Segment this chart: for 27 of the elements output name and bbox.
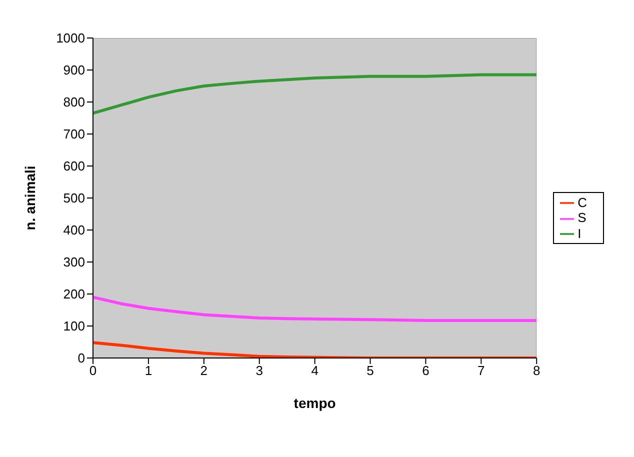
x-tick-label: 8 — [532, 363, 540, 378]
y-tick-label: 700 — [63, 126, 85, 142]
legend-label: I — [578, 226, 582, 241]
y-tick-label: 100 — [63, 318, 85, 334]
line-series — [93, 296, 537, 322]
y-tick-label: 300 — [63, 254, 85, 270]
legend-label: C — [578, 194, 587, 210]
y-axis-title: n. animali — [22, 166, 38, 230]
y-tick-label: 0 — [78, 350, 85, 366]
y-tick-label: 400 — [63, 222, 85, 238]
y-tick-label: 800 — [63, 94, 85, 110]
y-tick-label: 900 — [63, 62, 85, 78]
y-tick-label: 1000 — [56, 30, 85, 46]
y-tick-label: 200 — [63, 286, 85, 302]
x-tick-label: 5 — [366, 363, 374, 378]
x-tick-label: 1 — [144, 363, 152, 378]
x-tick-label: 0 — [89, 363, 97, 378]
line-series — [93, 73, 537, 115]
x-tick-label: 2 — [200, 363, 208, 378]
x-axis-title: tempo — [294, 395, 336, 411]
x-tick-label: 4 — [311, 363, 318, 378]
x-tick-label: 7 — [478, 363, 485, 378]
legend-label: S — [578, 210, 586, 226]
y-tick-label: 500 — [63, 190, 85, 206]
y-tick-label: 600 — [63, 158, 85, 174]
x-tick-label: 3 — [256, 363, 263, 378]
x-tick-label: 6 — [422, 363, 430, 378]
